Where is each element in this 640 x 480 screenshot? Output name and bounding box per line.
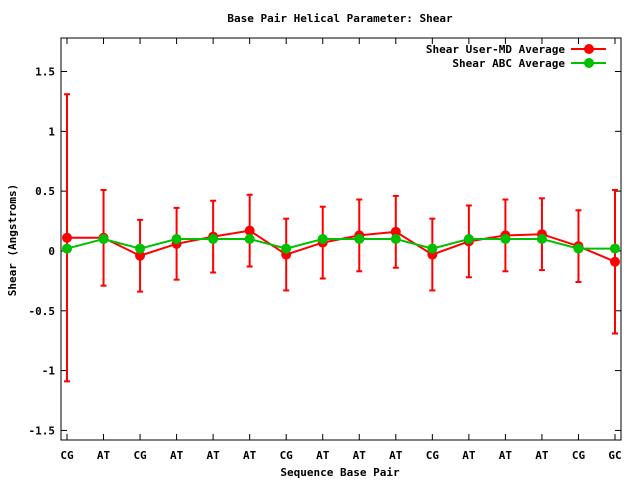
data-point xyxy=(244,225,255,236)
y-tick-label: -1.5 xyxy=(29,424,56,437)
data-point xyxy=(62,243,72,254)
data-point xyxy=(281,243,292,254)
plot-frame xyxy=(60,37,622,441)
y-tick-label: -0.5 xyxy=(29,305,56,318)
data-point xyxy=(171,234,182,244)
data-point xyxy=(536,234,547,244)
y-axis-label: Shear (Angstroms) xyxy=(6,184,19,297)
y-tick-label: 0 xyxy=(48,245,55,258)
x-tick-label: AT xyxy=(462,449,476,462)
y-tick-label: 1.5 xyxy=(35,66,55,79)
series-2 xyxy=(62,234,620,254)
x-tick-label: AT xyxy=(316,449,330,462)
data-point xyxy=(500,234,511,244)
data-point xyxy=(610,256,620,267)
x-tick-label: AT xyxy=(499,449,513,462)
legend-label: Shear ABC Average xyxy=(452,57,565,70)
x-tick-label: AT xyxy=(389,449,403,462)
x-tick-label: AT xyxy=(207,449,221,462)
x-tick-label: CG xyxy=(280,449,294,462)
x-tick-label: AT xyxy=(170,449,184,462)
y-tick-label: 1 xyxy=(48,125,55,138)
data-point xyxy=(98,234,109,244)
y-tick-label: -1 xyxy=(42,365,56,378)
data-point xyxy=(135,243,146,254)
data-point xyxy=(354,234,365,244)
data-point xyxy=(610,243,620,254)
x-tick-label: CG xyxy=(133,449,147,462)
series-1 xyxy=(62,93,620,383)
x-tick-label: AT xyxy=(535,449,549,462)
data-point xyxy=(244,234,255,244)
plot-area: 1.5 1 0.5 0 -0.5 -1 -1.5 CG AT CG AT AT AT CG AT AT AT CG… xyxy=(29,37,622,462)
legend-marker xyxy=(584,58,594,68)
x-tick-label: AT xyxy=(97,449,111,462)
legend-label: Shear User-MD Average xyxy=(426,43,565,56)
data-point xyxy=(390,226,401,237)
x-axis-label: Sequence Base Pair xyxy=(280,466,400,479)
data-point xyxy=(62,232,72,243)
chart-title: Base Pair Helical Parameter: Shear xyxy=(227,12,453,25)
x-tick-label: CG xyxy=(572,449,586,462)
legend-marker xyxy=(584,44,594,54)
data-point xyxy=(317,234,328,244)
series-line xyxy=(66,237,615,250)
data-point xyxy=(573,243,584,254)
data-point xyxy=(135,250,146,261)
x-tick-label: CG xyxy=(60,449,74,462)
data-point xyxy=(390,234,401,244)
y-tick-label: 0.5 xyxy=(35,185,55,198)
data-point xyxy=(427,243,438,254)
x-tick-label: GC xyxy=(608,449,621,462)
data-point xyxy=(208,234,219,244)
x-tick-label: AT xyxy=(243,449,257,462)
x-tick-label: AT xyxy=(353,449,367,462)
x-tick-label: CG xyxy=(426,449,440,462)
data-point xyxy=(463,234,474,244)
